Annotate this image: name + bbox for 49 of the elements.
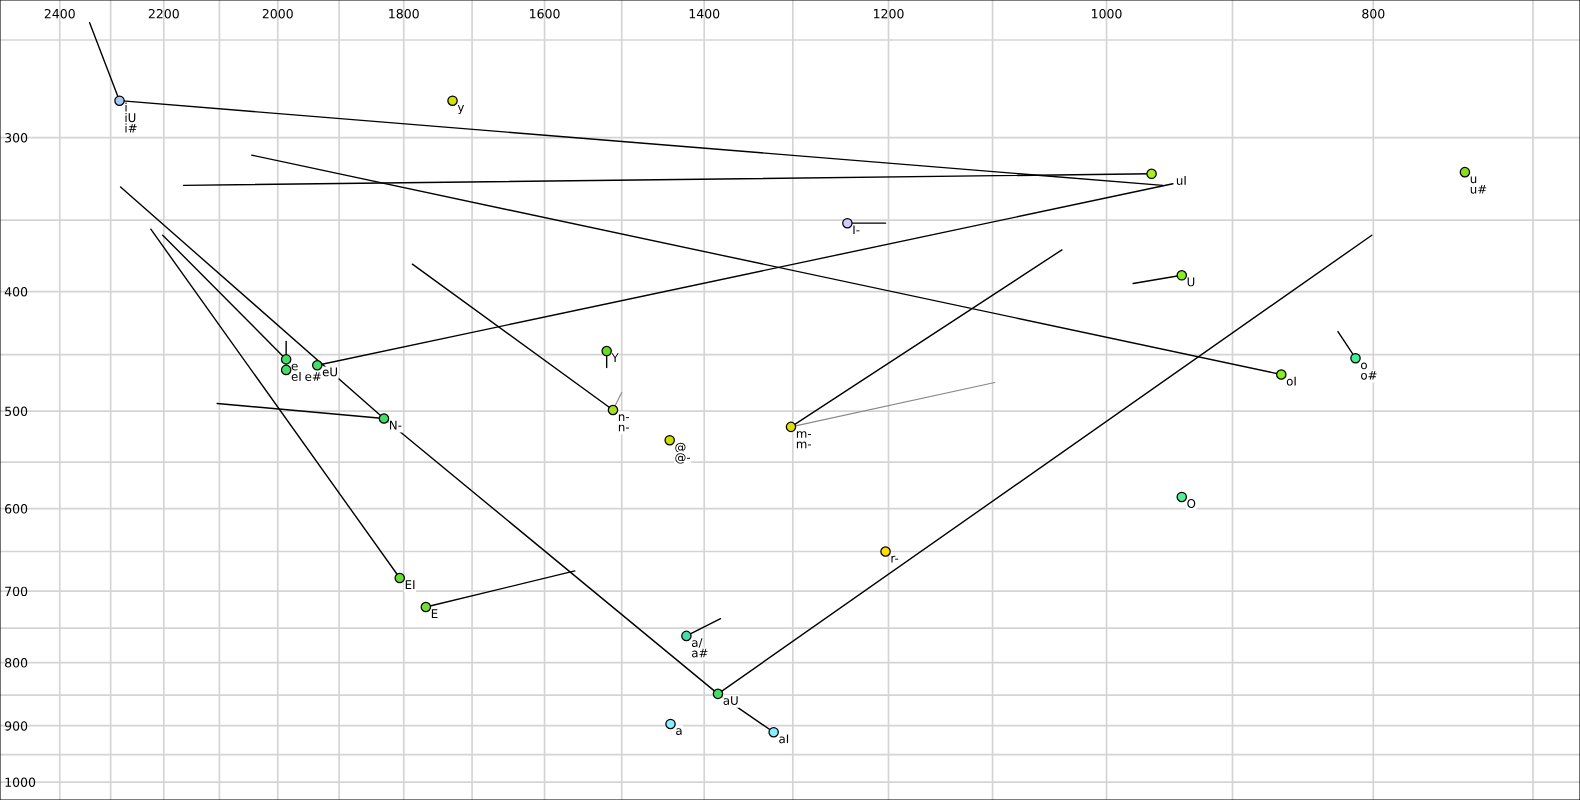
annotation: m- [796,431,812,438]
annotation: r- [891,555,899,563]
y-tick-label: 300 [5,133,28,143]
annotation: eI [291,372,301,381]
y-tick-label: 1000 [5,777,36,788]
annotation: E [431,609,438,618]
y-tick-label: 400 [4,287,28,297]
x-tick-label: 1800 [389,8,419,19]
annotation: I- [853,225,860,235]
annotation: o [1361,362,1367,370]
x-tick-label: 1600 [530,8,560,19]
annotation: aI [779,734,789,744]
y-tick-label: 800 [5,658,28,668]
annotation: a/ [691,638,703,648]
annotation: i# [125,123,137,133]
annotation: e [291,363,298,371]
annotation: N- [389,420,402,430]
annotation: n- [618,424,630,432]
x-tick-label: 2200 [148,8,179,19]
x-tick-label: 1400 [689,8,720,19]
y-tick-label: 500 [5,406,28,416]
y-tick-label: 700 [5,586,28,597]
annotation: o# [1361,371,1377,380]
annotation: u# [1470,184,1487,194]
x-tick-label: 1000 [1091,8,1122,19]
x-tick-label: 2000 [262,8,293,19]
annotation: oI [1286,376,1296,386]
annotation: e# [305,372,321,381]
x-tick-label: 2400 [44,8,75,19]
annotation: aU [723,696,738,705]
annotation: a# [691,648,708,658]
annotation: u [1470,176,1477,184]
annotation: U [1187,277,1195,287]
y-tick-label: 600 [5,504,28,514]
annotation: eU [322,367,337,377]
annotation: a [676,728,682,735]
y-tick-label: 900 [4,721,28,731]
x-tick-label: 800 [1362,8,1385,19]
annotation: EI [405,580,415,589]
x-tick-label: 1200 [873,8,904,19]
annotation: iU [125,113,136,123]
annotation: y [457,105,465,115]
annotation: O [1187,499,1196,508]
annotation: n- [618,414,630,421]
annotation: Y [611,353,619,362]
annotation: m- [796,441,812,449]
annotation: @- [675,453,691,464]
annotation: i [125,102,127,112]
annotation: uI [1176,176,1186,185]
